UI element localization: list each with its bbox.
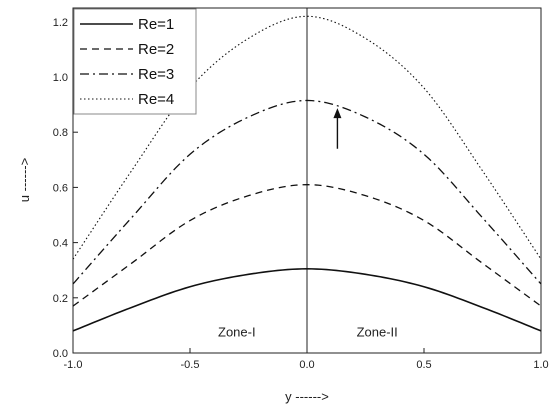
y-axis-label: u ------> <box>17 158 32 202</box>
series-line-re4 <box>72 15 542 260</box>
y-tick-label: 0.0 <box>53 348 68 360</box>
series-layer <box>72 15 542 332</box>
up-arrow-icon <box>333 108 342 149</box>
x-tick-label: -1.0 <box>64 359 83 371</box>
zone-label: Zone-I <box>218 324 256 339</box>
legend-label: Re=3 <box>138 66 174 83</box>
arrow-head <box>333 108 342 119</box>
legend-label: Re=1 <box>138 16 174 33</box>
x-axis-label: y ------> <box>285 389 329 404</box>
annotations: Zone-I Zone-II <box>218 324 398 339</box>
legend-label: Re=2 <box>138 41 174 58</box>
y-tick-label: 0.8 <box>53 127 68 139</box>
y-tick-label: 1.2 <box>53 17 68 29</box>
x-tick-label: -0.5 <box>181 359 200 371</box>
series-line-re2 <box>72 183 542 307</box>
legend-label: Re=4 <box>138 91 174 108</box>
x-tick-label: 0.5 <box>416 359 431 371</box>
y-tick-label: 0.6 <box>53 182 68 194</box>
series-line-re3 <box>72 99 542 285</box>
zone-label: Zone-II <box>357 324 398 339</box>
legend: Re=1 Re=2 Re=3 Re=4 <box>73 8 197 115</box>
legend-box <box>73 8 197 115</box>
x-tick-label: 0.0 <box>299 359 314 371</box>
x-axis-ticks: -1.0 -0.5 0.0 0.5 1.0 <box>64 348 549 371</box>
y-tick-label: 1.0 <box>53 72 68 84</box>
x-tick-label: 1.0 <box>533 359 548 371</box>
series-line-re1 <box>72 268 542 332</box>
y-tick-label: 0.4 <box>53 238 68 250</box>
y-tick-label: 0.2 <box>53 293 68 305</box>
